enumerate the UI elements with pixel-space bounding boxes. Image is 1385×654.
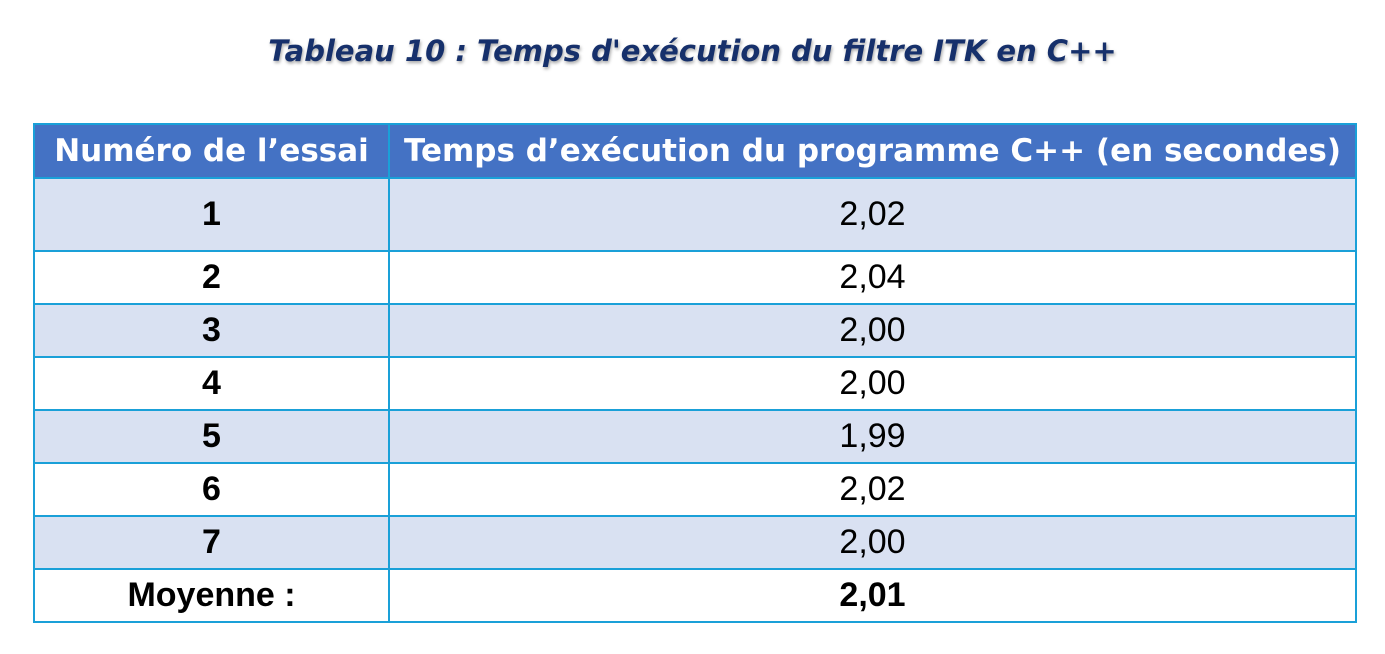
average-row: Moyenne : 2,01: [33, 568, 1357, 623]
time-cell: 2,04: [388, 250, 1357, 305]
trial-number-cell: 2: [33, 250, 390, 305]
time-cell: 2,00: [388, 356, 1357, 411]
header-execution-time: Temps d’exécution du programme C++ (en s…: [388, 123, 1357, 179]
time-cell: 2,02: [388, 177, 1357, 252]
table-row: 6 2,02: [33, 462, 1357, 517]
trial-number-cell: 5: [33, 409, 390, 464]
trial-number-cell: 7: [33, 515, 390, 570]
header-trial-number: Numéro de l’essai: [33, 123, 390, 179]
table-row: 4 2,00: [33, 356, 1357, 411]
table-row: 5 1,99: [33, 409, 1357, 464]
trial-number-cell: 3: [33, 303, 390, 358]
table-row: 7 2,00: [33, 515, 1357, 570]
table-row: 3 2,00: [33, 303, 1357, 358]
table-caption: Tableau 10 : Temps d'exécution du filtre…: [268, 34, 1117, 68]
average-label: Moyenne :: [33, 568, 390, 623]
average-value: 2,01: [388, 568, 1357, 623]
trial-number-cell: 4: [33, 356, 390, 411]
time-cell: 1,99: [388, 409, 1357, 464]
trial-number-cell: 6: [33, 462, 390, 517]
time-cell: 2,02: [388, 462, 1357, 517]
table-row: 1 2,02: [33, 177, 1357, 252]
table-header-row: Numéro de l’essai Temps d’exécution du p…: [33, 123, 1357, 179]
time-cell: 2,00: [388, 303, 1357, 358]
table-row: 2 2,04: [33, 250, 1357, 305]
trial-number-cell: 1: [33, 177, 390, 252]
time-cell: 2,00: [388, 515, 1357, 570]
execution-time-table: Numéro de l’essai Temps d’exécution du p…: [33, 123, 1357, 623]
